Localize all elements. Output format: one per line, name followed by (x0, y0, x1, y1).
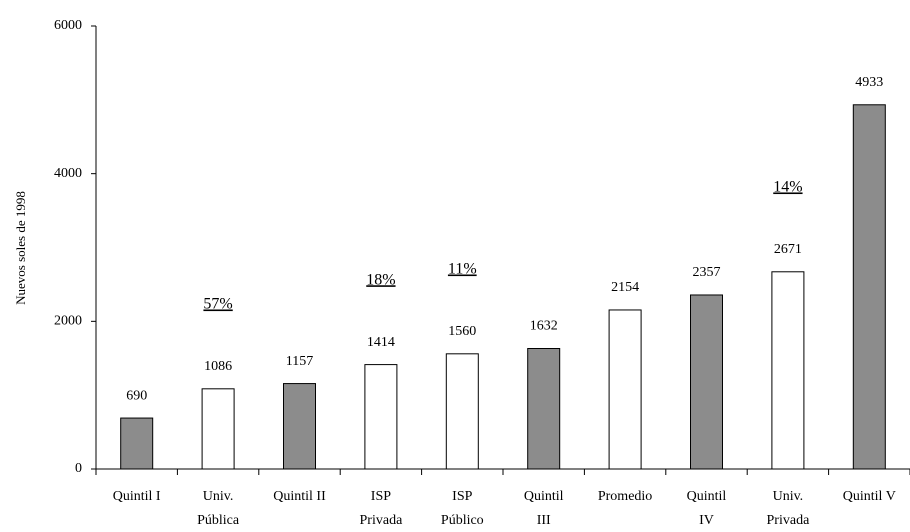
x-tick-label-line: Privada (360, 513, 404, 528)
value-label: 4933 (855, 75, 883, 90)
value-label: 1414 (367, 335, 395, 350)
x-tick-label: Promedio (598, 489, 652, 504)
x-tick-label-line: Quintil (524, 489, 564, 504)
x-tick-label: ISP Público (441, 489, 484, 528)
x-tick-label-line: Univ. (773, 489, 804, 504)
bar (527, 348, 561, 470)
bar (690, 294, 723, 470)
value-label: 690 (126, 388, 147, 403)
x-tick-label-line: Pública (197, 513, 240, 528)
bar (283, 383, 316, 470)
bar (120, 417, 154, 470)
x-tick-label: Quintil II (273, 489, 326, 504)
x-tick-label-line: Quintil (687, 489, 727, 504)
x-tick-label: Quintil V (843, 489, 896, 504)
x-tick-label: Univ. Pública (197, 489, 240, 528)
share-label: 11% (448, 260, 477, 277)
x-tick-label-line: Privada (767, 513, 811, 528)
share-label: 57% (203, 295, 232, 312)
x-tick-label-line: III (537, 513, 551, 528)
bar (771, 271, 805, 470)
bar (852, 104, 886, 470)
x-tick-label-line: Quintil V (843, 489, 896, 504)
share-label: 18% (366, 271, 395, 288)
value-label: 1632 (530, 319, 558, 334)
value-label: 1560 (448, 324, 476, 339)
x-tick-label: Univ. Privada (767, 489, 811, 528)
y-tick-label: 4000 (54, 166, 82, 181)
y-tick-label: 0 (75, 461, 82, 476)
x-tick-label-line: Quintil II (273, 489, 326, 504)
x-tick-label-line: Univ. (203, 489, 234, 504)
value-label: 1157 (286, 354, 313, 369)
x-tick-label: Quintil I (113, 489, 161, 504)
y-tick-label: 2000 (54, 314, 82, 329)
bar (364, 364, 398, 470)
x-tick-label: ISP Privada (360, 489, 404, 528)
x-tick-label: Quintil III (524, 489, 564, 528)
x-tick-label-line: Promedio (598, 489, 652, 504)
x-tick-label: Quintil IV (687, 489, 727, 528)
value-label: 2671 (774, 242, 802, 257)
y-axis-label: Nuevos soles de 1998 (13, 191, 28, 305)
value-label: 2154 (611, 280, 639, 295)
x-tick-label-line: ISP (371, 489, 391, 504)
x-tick-label-line: ISP (452, 489, 472, 504)
x-tick-label-line: IV (699, 513, 714, 528)
x-tick-label-line: Quintil I (113, 489, 161, 504)
bar (201, 388, 235, 470)
x-tick-label-line: Público (441, 513, 484, 528)
bar (445, 353, 479, 470)
value-label: 2357 (693, 265, 721, 280)
bar (608, 309, 642, 470)
value-label: 1086 (204, 359, 232, 374)
share-label: 14% (773, 178, 802, 195)
y-tick-label: 6000 (54, 18, 82, 33)
